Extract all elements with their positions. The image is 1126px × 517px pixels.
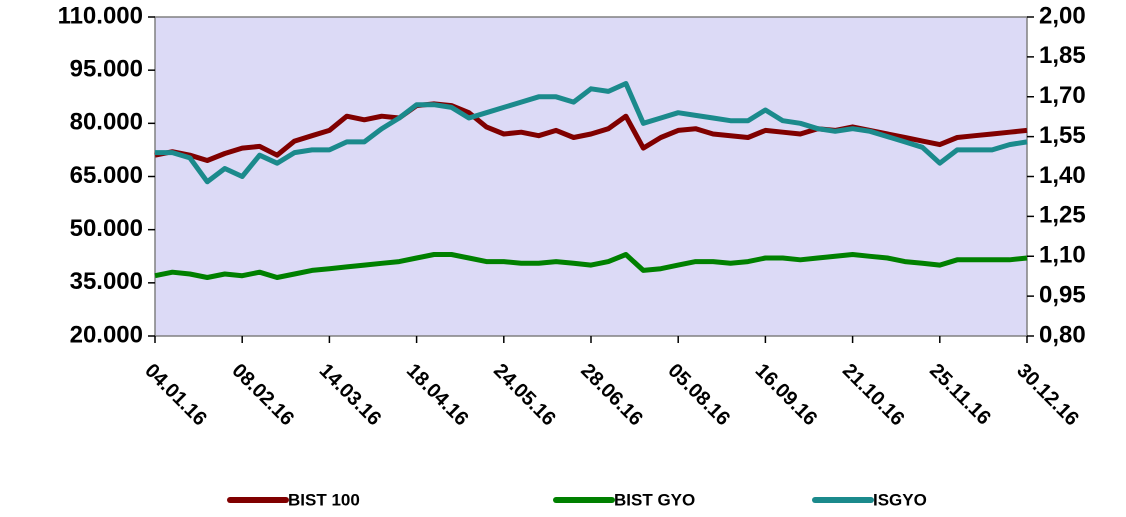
y-tick-label: 65.000 <box>70 162 143 189</box>
y-tick-label: 80.000 <box>70 109 143 136</box>
plot-area <box>154 16 1028 337</box>
x-tick-label: 05.08.16 <box>664 360 735 431</box>
x-tick-label: 25.11.16 <box>925 360 995 430</box>
series-line <box>155 81 1028 185</box>
y2-tick-label: 1,55 <box>1039 122 1086 149</box>
legend-label: ISGYO <box>873 490 927 509</box>
x-tick-label: 18.04.16 <box>402 360 473 431</box>
y-tick-label: 50.000 <box>70 215 143 242</box>
y2-tick-label: 1,10 <box>1039 242 1086 269</box>
y2-tick-label: 0,80 <box>1039 321 1086 348</box>
legend-label: BIST 100 <box>288 490 360 509</box>
y-tick-label: 110.000 <box>58 2 143 29</box>
y2-tick-label: 1,85 <box>1039 42 1086 69</box>
y2-tick-label: 0,95 <box>1039 281 1086 308</box>
x-tick-label: 16.09.16 <box>751 360 822 431</box>
y2-tick-label: 2,00 <box>1039 2 1086 29</box>
y-tick-label: 20.000 <box>70 321 143 348</box>
x-tick-label: 08.02.16 <box>228 360 299 431</box>
legend-label: BIST GYO <box>614 490 695 509</box>
x-tick-label: 21.10.16 <box>838 360 909 431</box>
y2-tick-label: 1,70 <box>1039 82 1086 109</box>
x-tick-label: 24.05.16 <box>489 360 560 431</box>
y2-tick-label: 1,25 <box>1039 202 1086 229</box>
y2-tick-label: 1,40 <box>1039 162 1086 189</box>
y-tick-label: 35.000 <box>70 268 143 295</box>
x-tick-label: 28.06.16 <box>576 360 647 431</box>
x-tick-label: 04.01.16 <box>140 360 211 431</box>
series-line <box>154 252 1028 280</box>
x-tick-label: 30.12.16 <box>1012 360 1083 431</box>
y-tick-label: 95.000 <box>70 56 143 83</box>
x-tick-label: 14.03.16 <box>315 360 386 431</box>
